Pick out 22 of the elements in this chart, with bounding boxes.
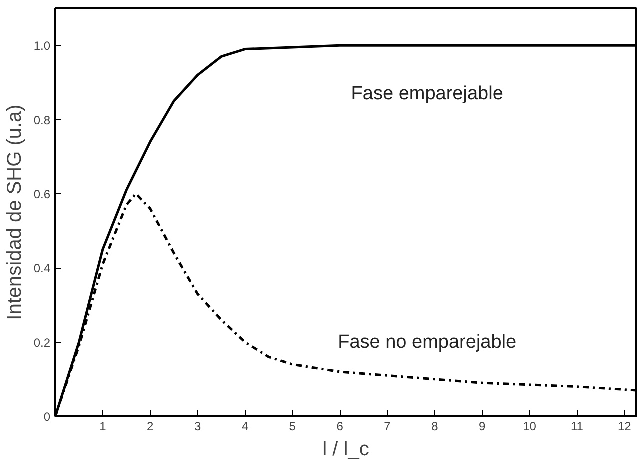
x-tick-label: 11 (570, 420, 584, 434)
x-tick-label: 12 (618, 420, 632, 434)
y-tick-label: 0.6 (34, 187, 51, 202)
x-tick-label: 1 (100, 420, 107, 434)
series-label: Fase emparejable (351, 83, 504, 104)
x-tick-label: 5 (289, 420, 296, 434)
y-tick-label: 0.2 (34, 336, 51, 350)
y-tick-label: 0.8 (34, 113, 51, 128)
y-tick-label: 0.4 (34, 262, 51, 276)
x-tick-label: 10 (523, 420, 537, 434)
x-tick-label: 9 (479, 420, 486, 434)
y-tick-label: 1.0 (34, 39, 51, 54)
x-tick-label: 8 (432, 420, 439, 434)
x-tick-label: 2 (147, 420, 154, 434)
y-axis-title: Intensidad de SHG (u.a) (4, 104, 26, 320)
x-tick-label: 3 (194, 420, 202, 434)
series-label: Fase no emparejable (338, 332, 517, 353)
x-tick-label: 6 (336, 420, 344, 434)
y-tick-label: 0 (44, 410, 51, 424)
x-tick-label: 4 (242, 420, 249, 434)
x-axis-title: l / l_c (322, 438, 370, 460)
x-tick-label: 7 (384, 420, 392, 434)
